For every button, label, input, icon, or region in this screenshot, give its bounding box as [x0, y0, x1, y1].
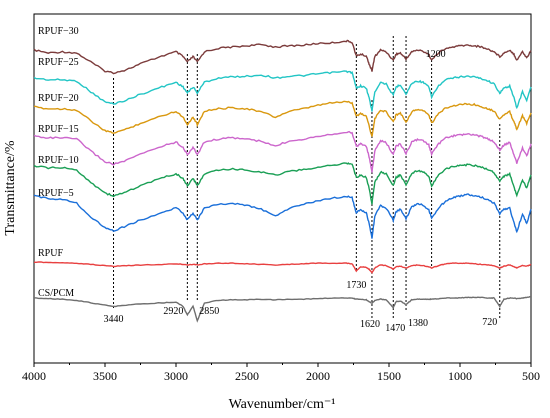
series-label: RPUF−5	[38, 188, 74, 199]
series-label: CS/PCM	[38, 288, 74, 299]
series-label: RPUF−30	[38, 26, 79, 37]
peak-label: 1380	[408, 318, 428, 329]
series-label: RPUF−10	[38, 155, 79, 166]
x-tick-label: 500	[522, 369, 540, 383]
series-line	[33, 295, 531, 323]
plot-area-frame	[33, 13, 532, 364]
series-label: RPUF	[38, 248, 63, 259]
peak-label: 1730	[346, 280, 366, 291]
x-tick-label: 4000	[22, 369, 46, 383]
x-tick-label: 2000	[306, 369, 330, 383]
x-tick-label: 3000	[164, 369, 188, 383]
series-label: RPUF−15	[38, 124, 79, 135]
series-line	[33, 70, 532, 112]
peak-label: 720	[482, 317, 497, 328]
series-line	[33, 130, 532, 173]
series-label: RPUF−20	[38, 93, 79, 104]
x-tick-label: 1000	[448, 369, 472, 383]
x-tick-label: 2500	[235, 369, 259, 383]
series-line	[33, 100, 532, 137]
peak-label: 2850	[199, 306, 219, 317]
peak-label: 3440	[104, 314, 124, 325]
x-tick-label: 3500	[93, 369, 117, 383]
series-line	[34, 261, 532, 274]
x-axis-title: Wavenumber/cm⁻¹	[229, 397, 336, 412]
series-line	[33, 39, 532, 75]
peak-label: 1200	[426, 49, 446, 60]
peak-label: 1470	[385, 323, 405, 334]
series-label: RPUF−25	[38, 57, 79, 68]
peak-label: 1620	[360, 319, 380, 330]
series-line	[33, 193, 532, 239]
peak-label: 2920	[163, 306, 183, 317]
x-tick-label: 1500	[377, 369, 401, 383]
series-line	[33, 162, 532, 205]
y-axis-title: Transmittance/%	[3, 140, 18, 235]
